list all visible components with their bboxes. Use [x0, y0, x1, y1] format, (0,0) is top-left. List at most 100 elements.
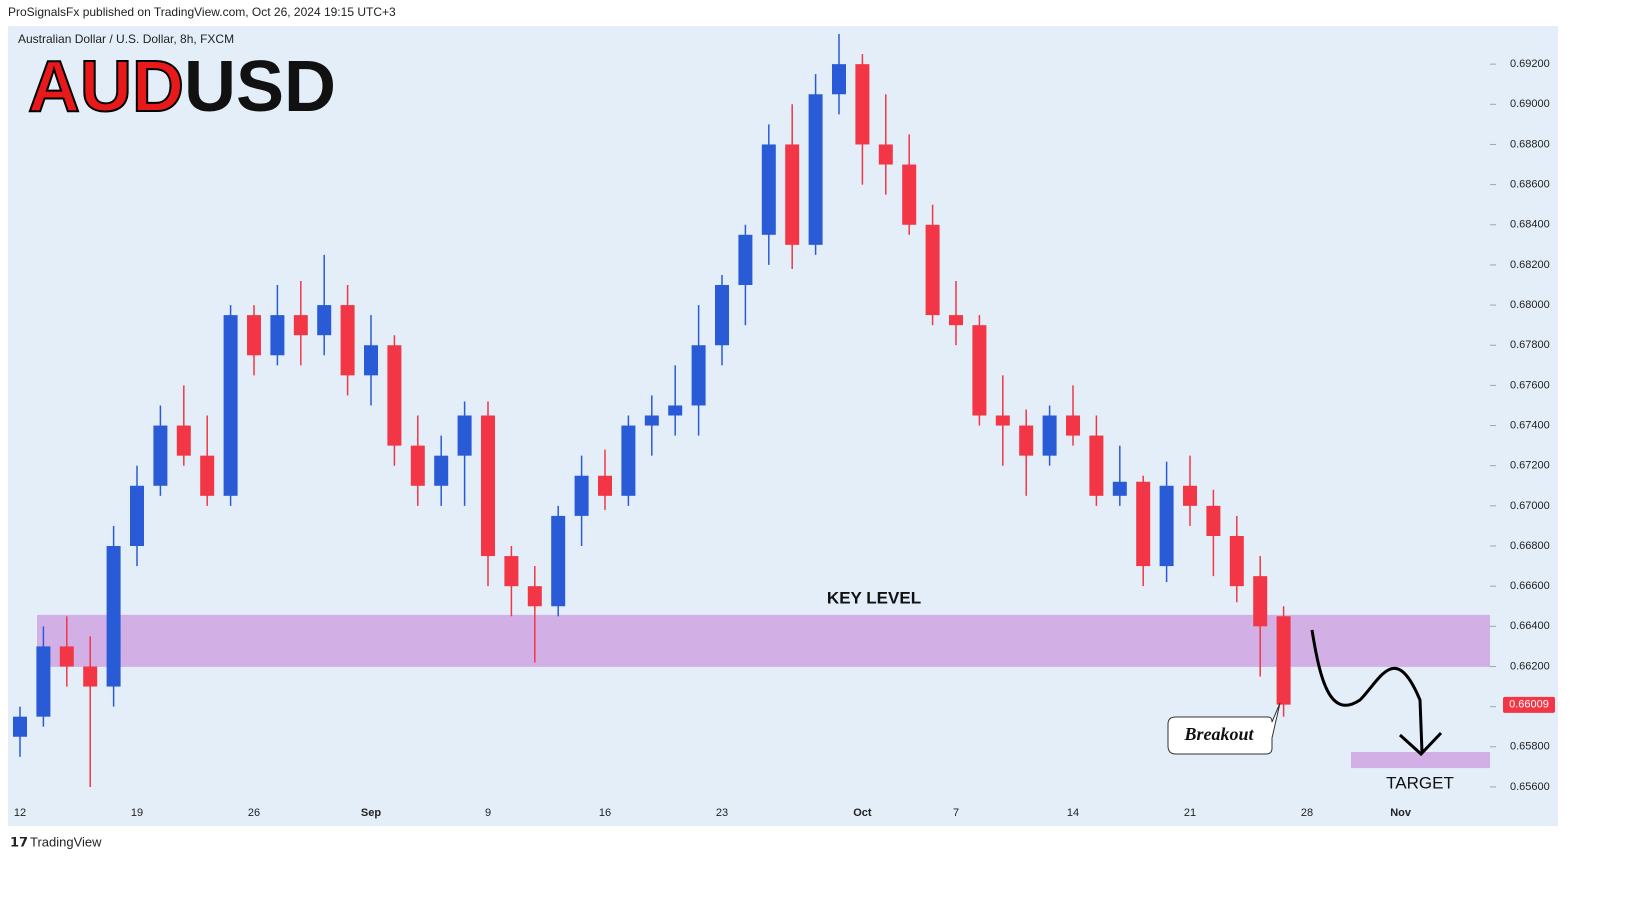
- candle-body: [340, 305, 355, 376]
- candle-body: [481, 415, 495, 557]
- candle-body: [83, 666, 98, 687]
- candle-body: [1206, 505, 1221, 536]
- arrow-head: [1398, 731, 1443, 757]
- x-tick-label: 21: [1184, 807, 1196, 819]
- candle-body: [761, 144, 776, 235]
- x-tick-label: 16: [599, 807, 611, 819]
- zone-label: TARGET: [1386, 774, 1454, 793]
- zone: [1351, 752, 1490, 769]
- y-tick-label: 0.68600: [1510, 179, 1550, 191]
- chart-subtitle: Australian Dollar / U.S. Dollar, 8h, FXC…: [18, 32, 234, 46]
- candle-body: [621, 425, 636, 496]
- candle-body: [574, 475, 589, 516]
- candle-body: [808, 94, 823, 245]
- candle-body: [270, 315, 285, 356]
- x-tick-label: Nov: [1390, 807, 1412, 819]
- candle-body: [247, 315, 261, 356]
- y-tick-label: 0.66600: [1510, 580, 1550, 592]
- candle-body: [527, 586, 542, 607]
- price-tag: [1503, 696, 1555, 713]
- candle-body: [785, 144, 800, 245]
- price-tag-label: 0.66009: [1509, 699, 1549, 711]
- y-tick-label: 0.67600: [1510, 379, 1550, 391]
- candle-body: [1183, 485, 1197, 506]
- candle-body: [130, 485, 144, 547]
- candle-body: [387, 345, 402, 446]
- x-tick-label: 7: [953, 807, 959, 819]
- y-tick-label: 0.67200: [1510, 460, 1550, 472]
- candle-body: [691, 345, 706, 406]
- callout-text: Breakout: [1183, 724, 1254, 744]
- candle-body: [364, 345, 378, 376]
- chart-title: USD: [184, 47, 336, 127]
- y-tick-label: 0.67800: [1510, 339, 1550, 351]
- candle-body: [1112, 481, 1127, 496]
- candle-body: [1066, 415, 1080, 436]
- candle-body: [832, 64, 846, 95]
- candle-body: [644, 415, 659, 426]
- brand: TradingView: [30, 834, 102, 849]
- candle-body: [1276, 616, 1291, 705]
- candle-body: [36, 646, 51, 717]
- candle-body: [738, 234, 753, 286]
- zone: [37, 614, 1490, 667]
- x-tick-label: Sep: [361, 807, 381, 819]
- x-tick-label: Oct: [853, 807, 872, 819]
- y-tick-label: 0.65800: [1510, 741, 1550, 753]
- x-tick-label: 14: [1067, 807, 1079, 819]
- y-tick-label: 0.69000: [1510, 98, 1550, 110]
- y-tick-label: 0.67400: [1510, 419, 1550, 431]
- x-tick-label: 19: [131, 807, 143, 819]
- candle-body: [223, 315, 238, 496]
- zone-label: KEY LEVEL: [827, 588, 921, 607]
- candle-body: [855, 64, 870, 145]
- candle-body: [925, 224, 940, 316]
- projection-arrow: [1310, 629, 1424, 753]
- candle-body: [293, 315, 308, 336]
- y-tick-label: 0.69200: [1510, 58, 1550, 70]
- y-tick-label: 0.65600: [1510, 781, 1550, 793]
- plot-background: [8, 26, 1558, 826]
- y-tick-label: 0.67000: [1510, 500, 1550, 512]
- candle-body: [200, 455, 215, 496]
- x-tick-label: 12: [14, 807, 26, 819]
- candle-body: [1159, 485, 1174, 567]
- y-tick-label: 0.66200: [1510, 660, 1550, 672]
- y-tick-label: 0.66400: [1510, 620, 1550, 632]
- y-tick-label: 0.68400: [1510, 219, 1550, 231]
- candle-body: [1136, 481, 1151, 567]
- publisher-line: ProSignalsFx published on TradingView.co…: [8, 5, 396, 19]
- candle-body: [1042, 415, 1057, 456]
- candle-body: [668, 405, 683, 416]
- candle-body: [59, 646, 74, 667]
- y-tick-label: 0.68200: [1510, 259, 1550, 271]
- candle-body: [13, 716, 27, 737]
- candle-body: [995, 415, 1010, 426]
- candle-body: [1089, 435, 1104, 496]
- candle-body: [434, 455, 449, 486]
- chart-title: AUD: [28, 47, 184, 127]
- candle-body: [504, 556, 519, 587]
- candle-body: [1019, 425, 1034, 456]
- candle-body: [153, 425, 168, 486]
- x-tick-label: 9: [485, 807, 491, 819]
- y-tick-label: 0.66800: [1510, 540, 1550, 552]
- candle-body: [1253, 576, 1268, 627]
- candle-body: [878, 144, 893, 165]
- plot: 0.656000.658000.660000.662000.664000.666…: [13, 34, 1550, 819]
- candle-body: [457, 415, 472, 456]
- candle-body: [176, 425, 191, 456]
- candle-body: [106, 546, 121, 687]
- x-tick-label: 28: [1301, 807, 1313, 819]
- brand-logo: 𝟭𝟳: [10, 834, 28, 849]
- candle-body: [972, 325, 987, 416]
- candle-body: [551, 515, 566, 607]
- y-tick-label: 0.68800: [1510, 138, 1550, 150]
- candle-body: [715, 285, 729, 346]
- candle-body: [598, 475, 612, 496]
- callout: [1167, 702, 1281, 755]
- candle-body: [410, 445, 425, 486]
- x-tick-label: 26: [248, 807, 260, 819]
- candle-body: [949, 315, 963, 326]
- x-tick-label: 23: [716, 807, 728, 819]
